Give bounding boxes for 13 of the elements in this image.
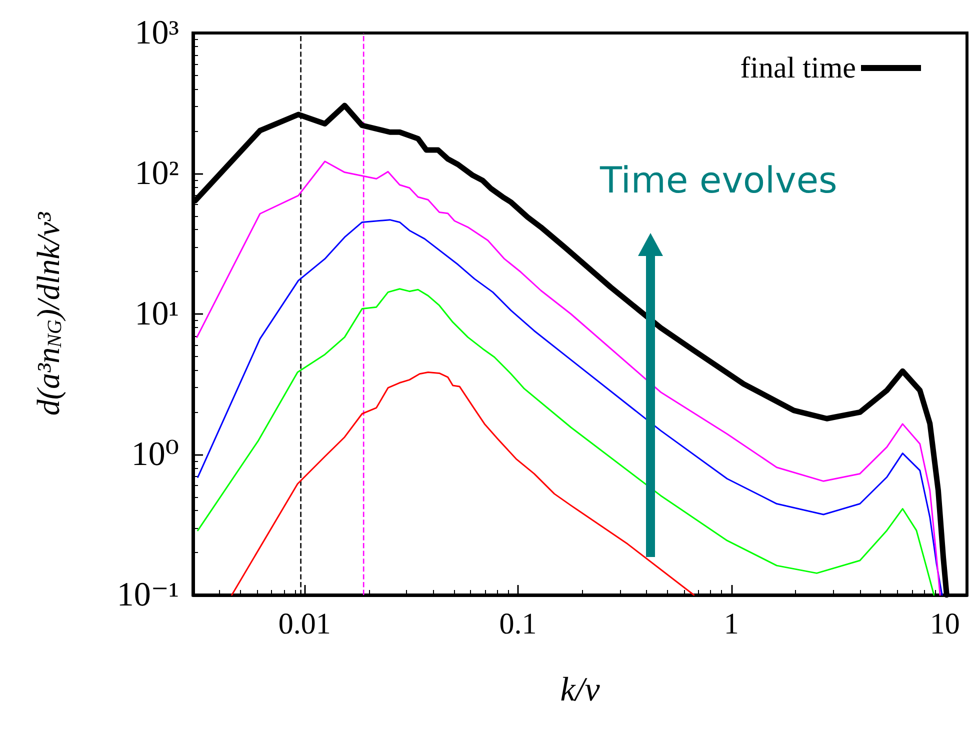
x-tick-label: 0.1 — [499, 608, 537, 640]
y-axis-title: d(a³nNG)/dlnk/v³ — [30, 212, 66, 416]
y-tick-label: 10³ — [134, 14, 179, 52]
y-tick-label: 10¹ — [134, 296, 179, 332]
y-tick-label: 10² — [134, 155, 179, 192]
x-axis-title: k/v — [560, 672, 601, 708]
x-tick-label: 10 — [930, 608, 960, 640]
y-tick-label: 10⁰ — [131, 436, 179, 473]
y-tick-label: 10⁻¹ — [116, 576, 179, 614]
legend-label: final time — [740, 52, 856, 84]
x-tick-label: 0.01 — [278, 608, 331, 640]
x-tick-label: 1 — [724, 608, 739, 640]
annotation: Time evolves — [599, 160, 838, 202]
